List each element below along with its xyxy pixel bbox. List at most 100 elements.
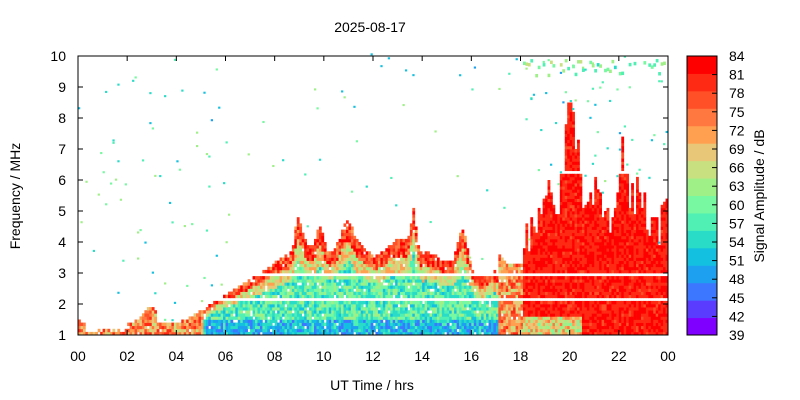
heatmap-cell [436,307,440,311]
heatmap-cell [284,331,288,336]
heatmap-cell [407,245,411,249]
heatmap-cell [409,260,413,265]
heatmap-cell [574,220,578,224]
heatmap-cell [223,322,226,327]
heatmap-cell [223,313,226,317]
heatmap-cell [476,307,480,311]
heatmap-cell [552,235,556,240]
heatmap-cell [562,232,566,237]
heatmap-cell [604,322,607,327]
heatmap-cell [572,211,575,215]
heatmap-cell [348,282,352,286]
heatmap-cell [495,307,499,311]
heatmap-cell [269,331,273,336]
heatmap-cell [618,300,622,305]
heatmap-cell [527,313,531,317]
heatmap-cell [456,331,460,336]
heatmap-cell [596,242,600,246]
heatmap-cell [569,238,573,243]
heatmap-cell [535,331,539,336]
heatmap-cell [434,316,438,320]
heatmap-cell [486,291,489,296]
heatmap-cell [279,319,283,323]
heatmap-cell [279,331,283,336]
chart-title: 2025-08-17 [334,19,406,35]
heatmap-cell [500,288,504,292]
heatmap-cell [609,294,612,299]
heatmap-cell [375,325,379,330]
heatmap-cell [547,220,551,224]
heatmap-cell [613,251,617,255]
heatmap-cell [567,307,571,311]
heatmap-cell [518,263,521,268]
heatmap-cell [577,145,580,150]
heatmap-cell [540,235,543,240]
heatmap-cell [444,322,448,327]
heatmap-cell [604,279,607,283]
heatmap-cell [574,232,578,237]
heatmap-cell [215,322,219,327]
heatmap-cell [581,251,585,255]
heatmap-cell [353,235,357,240]
heatmap-cell [542,217,546,221]
heatmap-cell [309,325,312,330]
heatmap-cell [328,304,332,308]
heatmap-cell [419,276,423,280]
heatmap-cell [596,245,600,249]
heatmap-cell [515,285,519,289]
heatmap-cell [267,276,271,280]
heatmap-cell [407,322,411,327]
heatmap-cell [456,316,460,320]
heatmap-cell [559,232,563,237]
heatmap-speckle [434,130,437,133]
heatmap-cell [611,59,615,64]
heatmap-cell [409,269,413,274]
heatmap-cell [594,183,598,187]
heatmap-cell [478,282,482,286]
heatmap-cell [589,285,593,289]
heatmap-cell [569,127,573,131]
heatmap-cell [537,226,541,230]
heatmap-cell [537,245,541,249]
heatmap-cell [385,288,389,292]
heatmap-cell [255,310,258,314]
heatmap-cell [572,266,575,271]
heatmap-cell [400,328,403,333]
heatmap-cell [466,304,470,308]
heatmap-cell [591,217,595,221]
heatmap-speckle [584,174,587,177]
heatmap-cell [355,238,359,243]
heatmap-cell [564,279,568,283]
heatmap-cell [616,313,620,317]
heatmap-cell [463,242,467,246]
heatmap-cell [535,232,539,237]
heatmap-cell [559,294,563,299]
heatmap-cell [355,322,359,327]
heatmap-cell [358,322,362,327]
heatmap-cell [289,294,293,299]
heatmap-cell [461,291,465,296]
heatmap-cell [545,226,548,230]
heatmap-cell [616,322,620,327]
heatmap-cell [289,304,293,308]
heatmap-cell [419,307,423,311]
heatmap-cell [577,164,580,168]
heatmap-cell [569,180,573,184]
heatmap-cell [434,279,438,283]
heatmap-cell [468,328,472,333]
heatmap-cell [589,232,593,237]
heatmap-cell [513,325,516,330]
heatmap-cell [230,307,234,311]
heatmap-cell [510,276,514,280]
heatmap-cell [562,288,566,292]
heatmap-cell [596,288,600,292]
heatmap-cell [387,248,391,252]
heatmap-cell [242,288,246,292]
heatmap-cell [255,288,258,292]
heatmap-cell [444,313,448,317]
heatmap-cell [525,242,529,246]
heatmap-cell [432,257,435,261]
heatmap-cell [609,232,612,237]
heatmap-cell [245,282,248,286]
heatmap-cell [461,266,465,271]
